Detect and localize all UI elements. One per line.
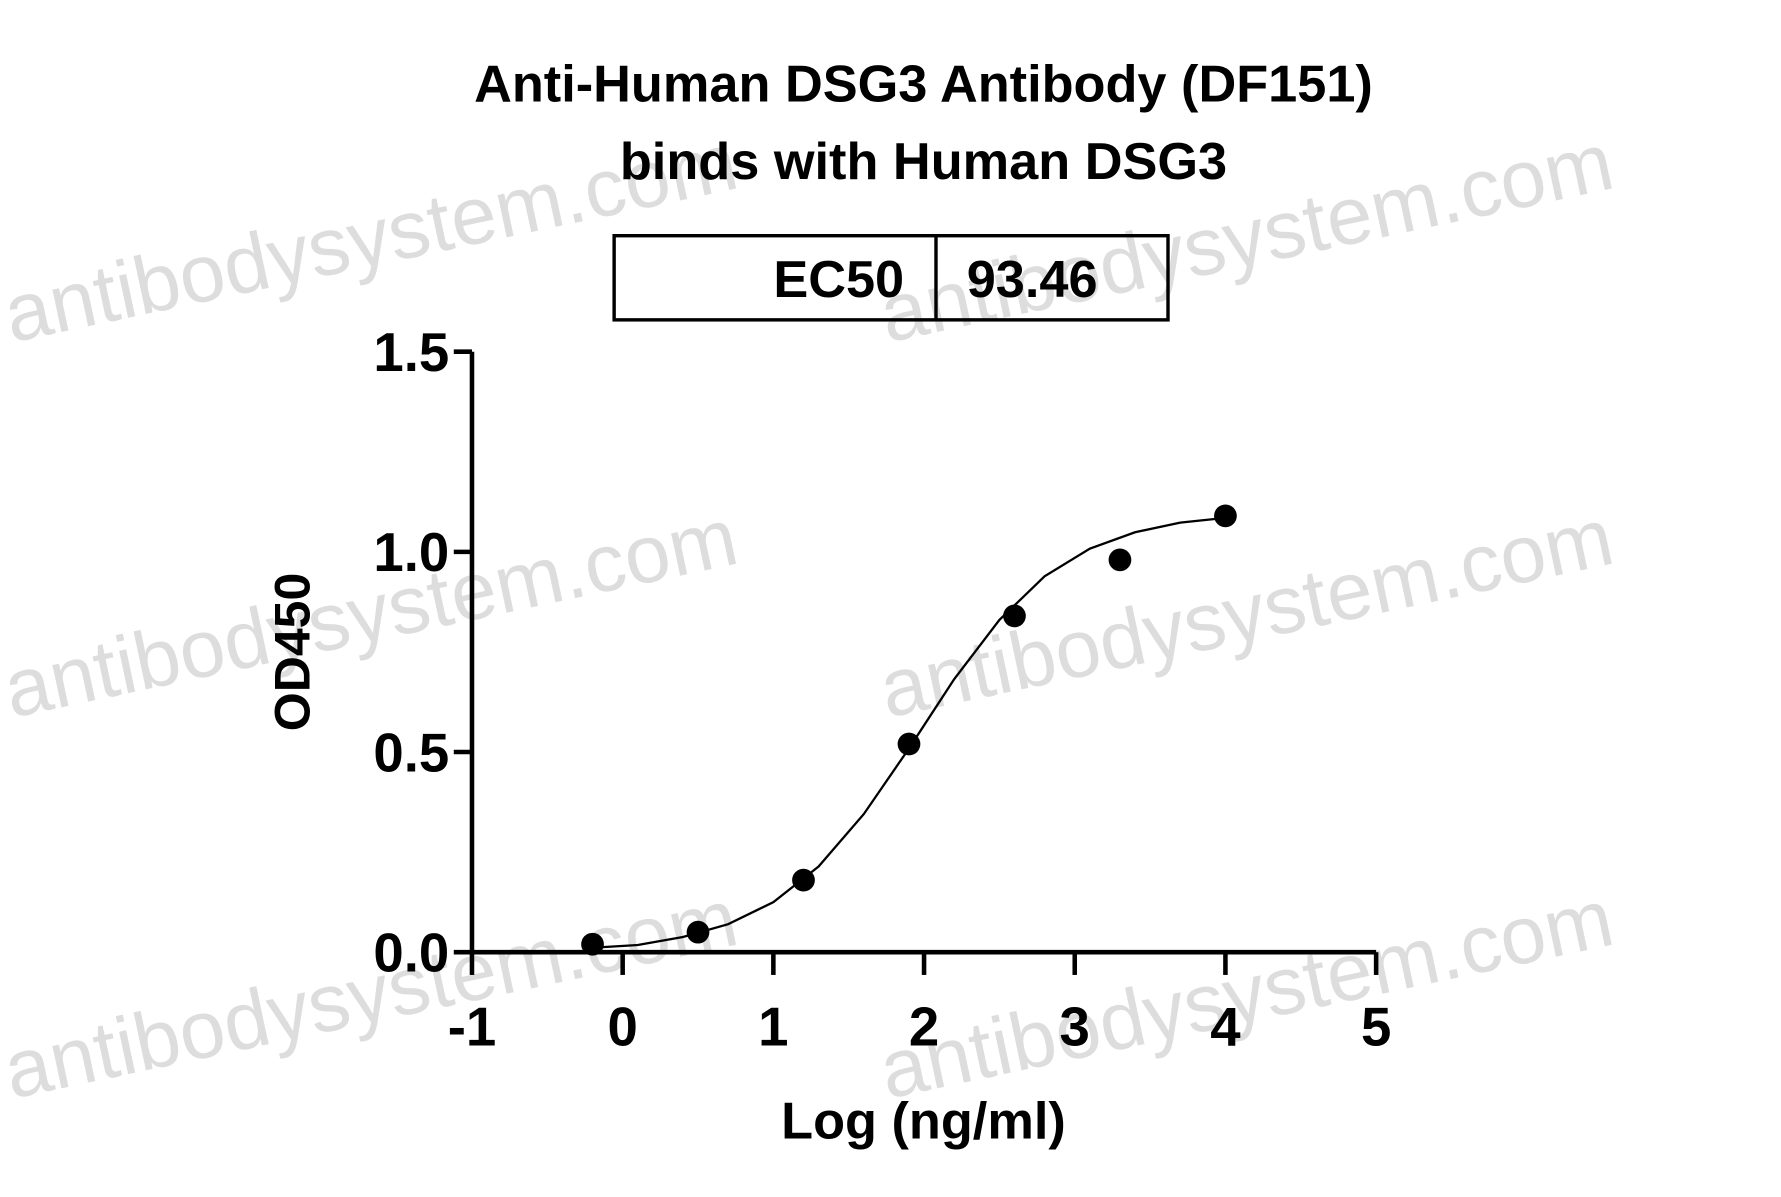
x-tick-label: 2	[909, 996, 939, 1057]
x-tick-label: 5	[1361, 996, 1391, 1057]
x-tick-label: 3	[1060, 996, 1090, 1057]
data-point	[1214, 504, 1237, 528]
x-tick-label: 0	[607, 996, 637, 1057]
y-tick-label: 0.5	[373, 722, 449, 783]
y-tick-label: 1.0	[373, 522, 449, 583]
watermark: antibodysystem.com	[872, 491, 1621, 735]
watermark: antibodysystem.com	[872, 872, 1621, 1116]
ec50-box	[612, 233, 1170, 322]
y-tick-label: 0.0	[373, 923, 449, 984]
x-tick-label: 4	[1210, 996, 1241, 1057]
chart-title: binds with Human DSG3	[620, 133, 1227, 191]
x-tick-label: 1	[758, 996, 788, 1057]
x-axis-label: Log (ng/ml)	[781, 1093, 1066, 1151]
data-point	[581, 932, 604, 956]
data-point	[1003, 604, 1026, 628]
x-tick-label: -1	[448, 996, 497, 1057]
chart-title: Anti-Human DSG3 Antibody (DF151)	[474, 56, 1373, 114]
fit-curve	[592, 516, 1226, 949]
y-axis-label: OD450	[264, 573, 320, 732]
data-point	[1108, 548, 1132, 572]
ec50-value: 93.46	[967, 251, 1098, 309]
y-tick-label: 1.5	[373, 322, 449, 383]
ec50-label: EC50	[773, 251, 904, 309]
watermark: antibodysystem.com	[0, 872, 745, 1116]
